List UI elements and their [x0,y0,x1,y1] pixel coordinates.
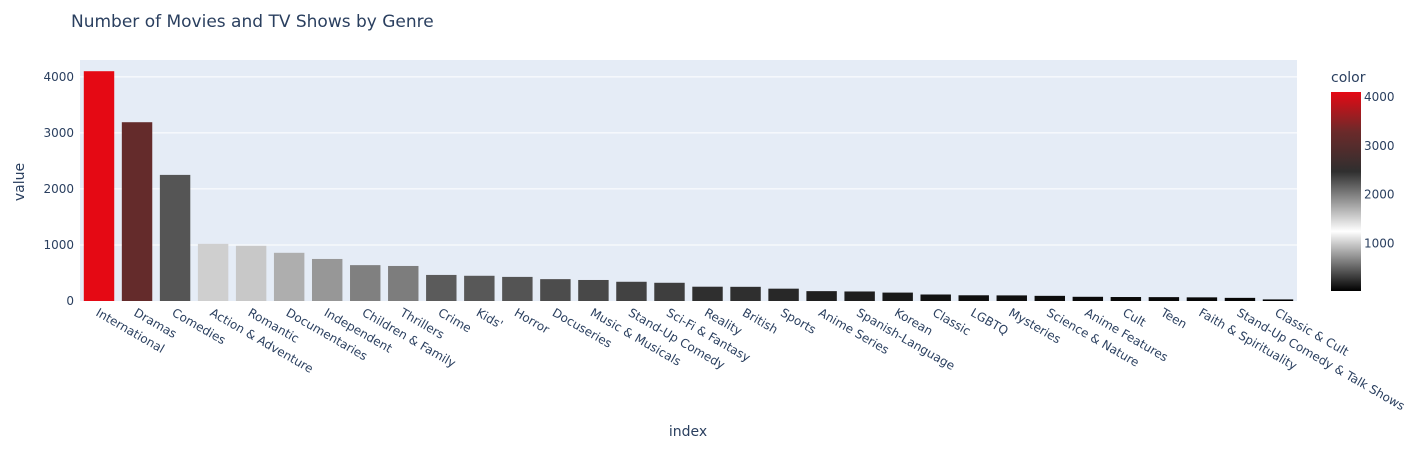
bar [350,265,381,301]
bar [1034,295,1066,301]
bar [121,122,153,301]
bar [502,276,533,301]
x-axis-label: index [668,424,708,440]
bar [197,243,229,301]
bar [806,291,837,301]
colorbar-tick-label: 1000 [1364,236,1395,250]
x-tick-label: Classic [930,305,973,338]
bar [844,291,875,301]
bar [1110,297,1142,301]
bar [1186,297,1218,301]
colorbar-tick-label: 3000 [1364,139,1395,153]
bar [273,252,305,301]
colorbar-tick-label: 2000 [1364,188,1395,202]
bar [1224,297,1256,301]
colorbar [1331,92,1361,291]
bar [1262,299,1294,301]
x-tick-label: Stand-Up Comedy & Talk Shows [1234,305,1407,413]
bar [83,71,115,301]
x-tick-label: Teen [1158,305,1190,331]
bar [235,245,267,301]
y-tick-label: 0 [66,294,74,308]
bar [159,174,191,301]
y-tick-label: 2000 [43,182,74,196]
bar [882,292,913,301]
x-tick-label: Sports [778,305,818,336]
y-tick-label: 1000 [43,238,74,252]
bar [1072,296,1104,301]
x-tick-label: Kids' [474,305,506,331]
colorbar-title: color [1331,70,1366,86]
bar [578,279,609,301]
y-tick-label: 4000 [43,70,74,84]
bar [616,281,647,301]
bar [692,286,723,301]
bar [654,282,685,301]
bar [958,295,989,301]
x-tick-label: Horror [512,305,552,336]
bar [768,288,799,301]
bar [426,274,457,301]
bar [464,275,495,301]
bar [920,294,951,301]
bar [388,265,419,301]
bar [996,295,1027,301]
bar [1148,297,1180,301]
y-tick-label: 3000 [43,126,74,140]
bar [540,279,571,301]
chart-title: Number of Movies and TV Shows by Genre [71,12,434,32]
x-tick-label: LGBTQ [968,305,1011,338]
colorbar-tick-label: 4000 [1364,90,1395,104]
bar [730,286,761,301]
x-tick-label: British [740,305,780,336]
bar [311,258,343,301]
